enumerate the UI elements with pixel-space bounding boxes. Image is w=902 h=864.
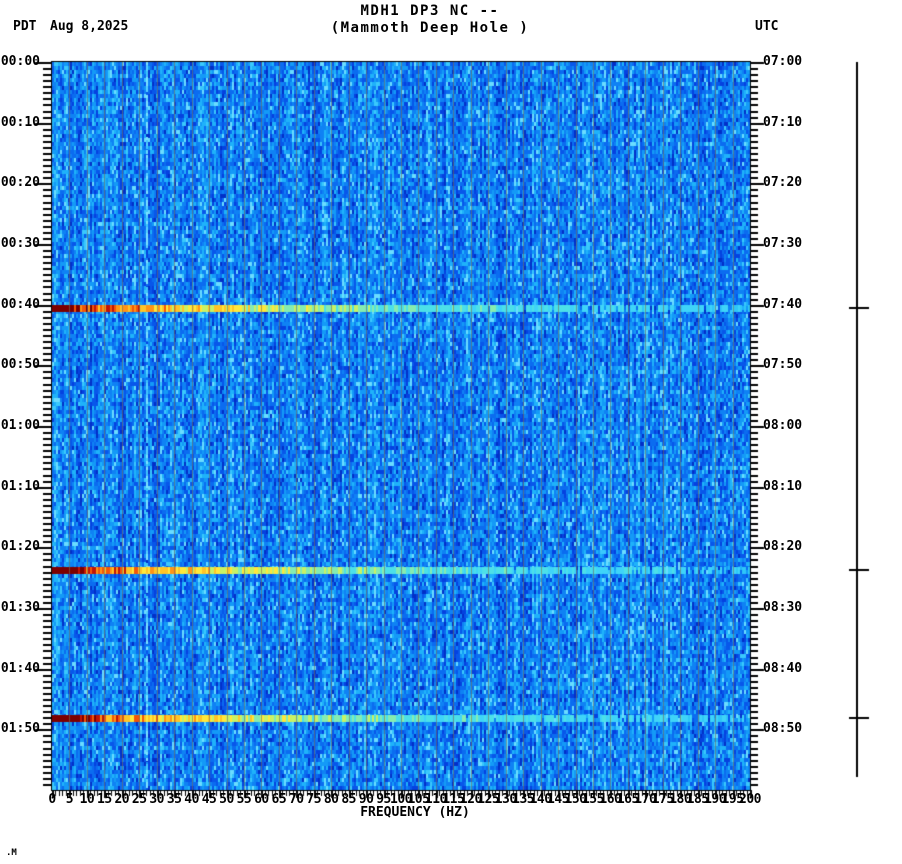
time-label-left-00:40: 00:40 (0, 296, 40, 312)
freq-label-110: 110 (424, 792, 447, 807)
freq-label-25: 25 (131, 792, 147, 807)
freq-label-30: 30 (149, 792, 165, 807)
time-label-right-07:50: 07:50 (763, 357, 803, 373)
freq-label-0: 0 (48, 792, 56, 807)
time-label-left-01:20: 01:20 (0, 539, 40, 555)
time-label-right-07:20: 07:20 (763, 175, 803, 191)
freq-label-115: 115 (442, 792, 465, 807)
time-label-right-08:00: 08:00 (763, 418, 803, 433)
timezone-left-label: PDT (13, 19, 37, 34)
freq-label-120: 120 (459, 792, 482, 807)
chart-title-line1: MDH1 DP3 NC -- (360, 3, 500, 19)
time-label-right-08:50: 08:50 (763, 721, 803, 737)
freq-label-100: 100 (390, 792, 412, 807)
time-label-left-00:30: 00:30 (0, 236, 40, 251)
freq-label-65: 65 (271, 792, 287, 807)
freq-label-160: 160 (599, 792, 622, 807)
freq-label-40: 40 (184, 792, 199, 807)
freq-label-200: 200 (739, 792, 761, 807)
freq-label-180: 180 (669, 792, 692, 807)
time-label-left-01:10: 01:10 (0, 478, 40, 494)
time-label-left-01:50: 01:50 (0, 721, 40, 737)
date-label: Aug 8,2025 (50, 19, 129, 34)
freq-label-175: 175 (651, 792, 674, 807)
freq-label-45: 45 (201, 792, 217, 807)
freq-label-105: 105 (407, 792, 430, 807)
time-label-left-00:20: 00:20 (0, 175, 40, 191)
freq-label-95: 95 (376, 792, 391, 807)
chart-title-line2: (Mammoth Deep Hole ) (330, 20, 530, 36)
freq-label-140: 140 (529, 792, 552, 807)
freq-label-20: 20 (114, 792, 130, 807)
freq-label-130: 130 (494, 792, 517, 807)
time-label-left-00:00: 00:00 (0, 54, 40, 69)
freq-label-15: 15 (97, 792, 112, 807)
freq-label-35: 35 (166, 792, 182, 807)
freq-label-75: 75 (306, 792, 322, 807)
time-label-right-07:30: 07:30 (763, 236, 803, 251)
freq-label-135: 135 (512, 792, 535, 807)
freq-label-55: 55 (236, 792, 252, 807)
freq-label-90: 90 (358, 792, 374, 807)
freq-label-165: 165 (616, 792, 639, 807)
time-label-right-08:30: 08:30 (763, 600, 803, 615)
time-label-right-07:10: 07:10 (763, 114, 803, 130)
time-label-left-00:10: 00:10 (0, 114, 40, 130)
timezone-right-label: UTC (755, 19, 779, 34)
freq-label-70: 70 (288, 792, 304, 807)
freq-label-125: 125 (477, 792, 500, 807)
freq-label-145: 145 (547, 792, 570, 807)
time-label-left-01:40: 01:40 (0, 660, 40, 676)
time-label-left-01:00: 01:00 (0, 418, 40, 433)
freq-label-185: 185 (686, 792, 709, 807)
time-label-right-07:00: 07:00 (763, 54, 803, 69)
freq-label-195: 195 (721, 792, 744, 807)
freq-label-5: 5 (65, 792, 74, 807)
freq-label-10: 10 (79, 792, 95, 807)
time-label-left-01:30: 01:30 (0, 600, 40, 615)
freq-label-150: 150 (564, 792, 587, 807)
time-label-right-08:10: 08:10 (763, 478, 803, 494)
time-label-right-08:40: 08:40 (763, 660, 803, 676)
freq-label-80: 80 (323, 792, 339, 807)
freq-label-170: 170 (634, 792, 657, 807)
freq-label-155: 155 (581, 792, 604, 807)
time-label-right-08:20: 08:20 (763, 539, 803, 555)
watermark: .M (6, 848, 17, 858)
freq-label-85: 85 (341, 792, 356, 807)
freq-label-50: 50 (219, 792, 234, 807)
frequency-axis-title: FREQUENCY (HZ) (360, 805, 470, 820)
freq-label-190: 190 (704, 792, 727, 807)
time-label-right-07:40: 07:40 (763, 296, 803, 312)
freq-label-60: 60 (254, 792, 269, 807)
time-label-left-00:50: 00:50 (0, 357, 40, 373)
